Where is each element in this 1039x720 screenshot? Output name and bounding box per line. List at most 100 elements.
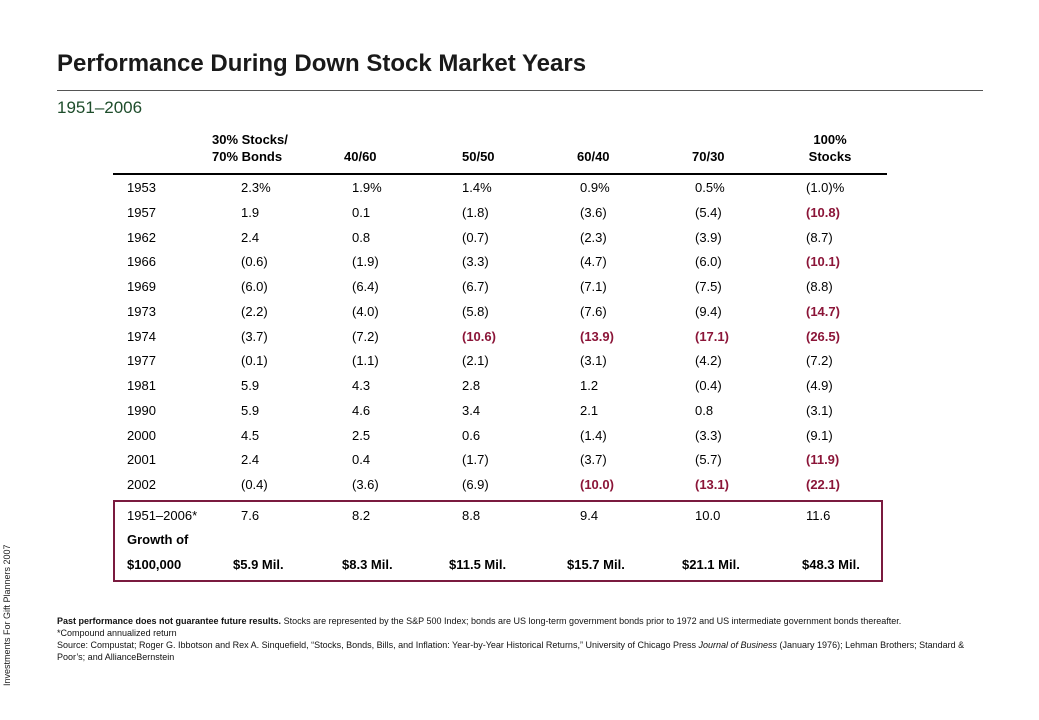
table-cell: 0.9% <box>580 180 610 195</box>
growth-label: Growth of <box>127 532 189 547</box>
table-cell: 4.3 <box>352 378 371 393</box>
table-cell: (6.7) <box>462 279 489 294</box>
table-cell: (4.0) <box>352 304 379 319</box>
table-cell: (6.4) <box>352 279 379 294</box>
summary-period-label: 1951–2006* <box>127 508 198 523</box>
header-100-line1: 100% <box>813 132 847 147</box>
header-40-60: 40/60 <box>344 149 377 164</box>
table-row-year: 1974 <box>127 329 156 344</box>
table-row-year: 1969 <box>127 279 156 294</box>
table-cell: 0.8 <box>352 230 371 245</box>
table-cell: 1.2 <box>580 378 599 393</box>
table-cell: (2.2) <box>241 304 268 319</box>
source-note: Source: Compustat; Roger G. Ibbotson and… <box>57 639 987 663</box>
table-cell: (6.0) <box>695 254 722 269</box>
table-cell: (5.7) <box>695 452 722 467</box>
table-cell: 4.5 <box>241 428 260 443</box>
summary-cell: 8.8 <box>462 508 481 523</box>
table-cell: 2.4 <box>241 452 260 467</box>
table-cell: (3.6) <box>352 477 379 492</box>
table-cell: (2.1) <box>462 353 489 368</box>
table-cell: 3.4 <box>462 403 481 418</box>
table-cell: (10.8) <box>806 205 840 220</box>
table-cell: (3.9) <box>695 230 722 245</box>
table-row-year: 1990 <box>127 403 156 418</box>
table-cell: (1.1) <box>352 353 379 368</box>
table-row-year: 1973 <box>127 304 156 319</box>
header-50-50: 50/50 <box>462 149 495 164</box>
table-cell: (10.6) <box>462 329 496 344</box>
table-cell: 2.3% <box>241 180 271 195</box>
growth-label-amount: $100,000 <box>127 557 182 572</box>
disclaimer: Past performance does not guarantee futu… <box>57 615 987 627</box>
table-cell: (1.8) <box>462 205 489 220</box>
table-cell: (3.7) <box>580 452 607 467</box>
table-cell: (17.1) <box>695 329 729 344</box>
table-cell: 5.9 <box>241 378 260 393</box>
source-journal: Journal of Business <box>698 640 778 650</box>
table-cell: (8.7) <box>806 230 833 245</box>
table-row-year: 1962 <box>127 230 156 245</box>
table-cell: (9.4) <box>695 304 722 319</box>
table-cell: 1.9% <box>352 180 382 195</box>
table-cell: 0.1 <box>352 205 371 220</box>
table-cell: (7.2) <box>352 329 379 344</box>
table-row-year: 1966 <box>127 254 156 269</box>
table-cell: (8.8) <box>806 279 833 294</box>
table-cell: (7.6) <box>580 304 607 319</box>
table-cell: (1.9) <box>352 254 379 269</box>
table-cell: (13.1) <box>695 477 729 492</box>
summary-box <box>113 500 883 582</box>
table-cell: (3.7) <box>241 329 268 344</box>
growth-cell: $11.5 Mil. <box>449 557 507 572</box>
table-cell: (9.1) <box>806 428 833 443</box>
table-cell: (4.2) <box>695 353 722 368</box>
table-cell: 1.9 <box>241 205 260 220</box>
table-cell: (10.1) <box>806 254 840 269</box>
table-cell: (3.1) <box>580 353 607 368</box>
header-30-70-line1: 30% Stocks/ <box>212 132 288 147</box>
table-cell: (5.4) <box>695 205 722 220</box>
table-cell: (0.1) <box>241 353 268 368</box>
table-cell: 2.1 <box>580 403 599 418</box>
table-cell: (0.7) <box>462 230 489 245</box>
summary-cell: 10.0 <box>695 508 721 523</box>
table-cell: 2.5 <box>352 428 371 443</box>
table-cell: (13.9) <box>580 329 614 344</box>
title-divider <box>57 90 983 91</box>
table-cell: (1.7) <box>462 452 489 467</box>
table-cell: (3.3) <box>462 254 489 269</box>
header-30-70-line2: 70% Bonds <box>212 149 283 164</box>
header-100-stocks: 100% Stocks <box>800 131 860 165</box>
disclaimer-text: Stocks are represented by the S&P 500 In… <box>281 616 902 626</box>
header-30-70: 30% Stocks/ 70% Bonds <box>212 131 288 165</box>
growth-cell: $8.3 Mil. <box>342 557 393 572</box>
table-cell: (7.1) <box>580 279 607 294</box>
source-text: Source: Compustat; Roger G. Ibbotson and… <box>57 640 699 650</box>
table-cell: (3.1) <box>806 403 833 418</box>
growth-cell: $5.9 Mil. <box>233 557 284 572</box>
table-row-year: 1957 <box>127 205 156 220</box>
header-100-line2: Stocks <box>808 149 852 164</box>
table-cell: (0.4) <box>695 378 722 393</box>
table-cell: (1.0)% <box>806 180 845 195</box>
source-text-end: (January 1976); Lehman Brothers; Standar… <box>57 640 965 662</box>
table-cell: (0.6) <box>241 254 268 269</box>
table-cell: (26.5) <box>806 329 840 344</box>
table-cell: (6.9) <box>462 477 489 492</box>
table-cell: 0.4 <box>352 452 371 467</box>
table-cell: (1.4) <box>580 428 607 443</box>
page-title: Performance During Down Stock Market Yea… <box>57 50 587 77</box>
table-cell: (4.9) <box>806 378 833 393</box>
table-cell: (14.7) <box>806 304 840 319</box>
table-cell: (3.3) <box>695 428 722 443</box>
table-row-year: 2002 <box>127 477 156 492</box>
summary-cell: 9.4 <box>580 508 599 523</box>
table-cell: 2.4 <box>241 230 260 245</box>
table-cell: 0.8 <box>695 403 714 418</box>
table-cell: (7.2) <box>806 353 833 368</box>
growth-cell: $15.7 Mil. <box>567 557 625 572</box>
footnotes: Past performance does not guarantee futu… <box>57 615 987 663</box>
table-row-year: 2000 <box>127 428 156 443</box>
table-row-year: 1977 <box>127 353 156 368</box>
